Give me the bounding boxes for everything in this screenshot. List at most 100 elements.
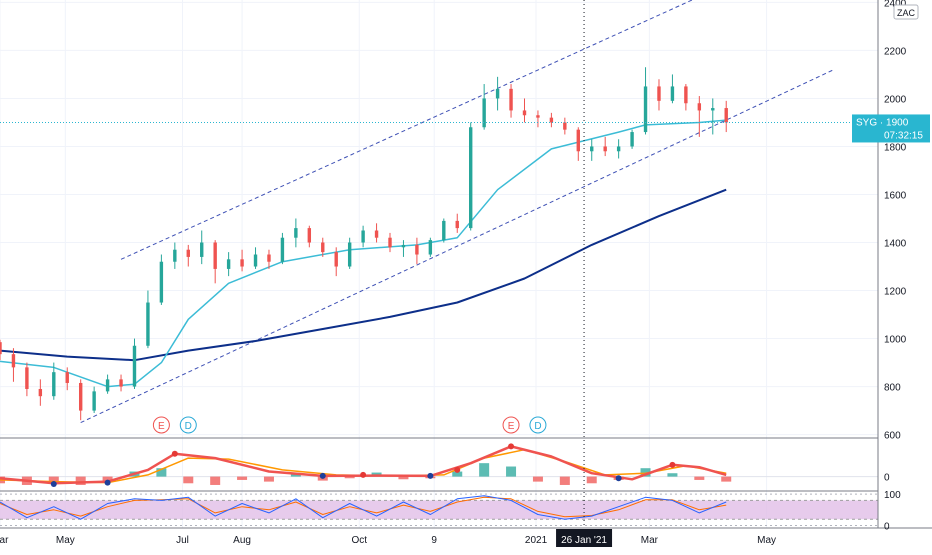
histogram-bar[interactable] [102,476,113,482]
histogram-bar[interactable] [156,468,167,477]
candle[interactable] [146,302,150,346]
candle[interactable] [25,367,29,389]
histogram-bar[interactable] [479,463,490,477]
annotation-marker[interactable]: D [529,416,547,434]
candle[interactable] [38,388,43,397]
candle[interactable] [643,86,648,133]
candle[interactable] [482,98,486,128]
candle[interactable] [374,230,379,238]
candle[interactable] [0,342,2,355]
candle[interactable] [603,146,607,152]
histogram-bar[interactable] [452,471,463,477]
candle[interactable] [65,372,69,383]
histogram-bar[interactable] [210,476,221,485]
oscillator-signal-dot[interactable] [508,443,515,450]
histogram-bar[interactable] [694,476,705,480]
histogram-bar[interactable] [237,476,248,480]
histogram-bar[interactable] [344,476,355,479]
histogram-bar[interactable] [398,476,409,480]
candle[interactable] [213,242,217,269]
candle[interactable] [697,103,702,111]
candle[interactable] [173,249,177,262]
candle[interactable] [361,230,365,243]
oscillator-signal-dot[interactable] [669,461,676,468]
oscillator-signal-dot[interactable] [360,471,367,478]
ma-slow-line[interactable] [0,188,727,362]
candle[interactable] [78,382,83,411]
candle[interactable] [536,115,540,118]
candle[interactable] [684,86,688,104]
oscillator-main-line[interactable] [0,445,727,485]
annotation-marker[interactable]: E [152,416,170,434]
candle[interactable] [280,237,285,262]
candle[interactable] [226,259,231,269]
ma-fast-line[interactable] [0,119,727,388]
candle[interactable] [495,88,500,99]
oscillator-signal-dot[interactable] [50,480,57,487]
channel-line-upper[interactable] [120,0,740,260]
candle[interactable] [294,228,298,238]
oscillator-signal-dot[interactable] [171,450,178,457]
candle[interactable] [509,88,513,111]
candle[interactable] [442,220,446,241]
annotation-marker[interactable]: E [502,416,520,434]
stochastic-k-line[interactable] [0,495,727,520]
candle[interactable] [132,345,137,387]
candle[interactable] [105,379,110,392]
annotation-marker[interactable]: D [179,416,197,434]
oscillator-signal-dot[interactable] [319,472,326,479]
oscillator-signal-dot[interactable] [104,479,111,486]
candle[interactable] [159,261,164,303]
candle[interactable] [119,379,123,387]
oscillator-pane[interactable] [0,443,878,487]
channel-line-lower[interactable] [80,69,835,424]
candle[interactable] [724,108,728,123]
candle[interactable] [347,242,352,267]
candle[interactable] [469,127,473,229]
candle[interactable] [186,249,190,257]
histogram-bar[interactable] [183,476,194,484]
histogram-bar[interactable] [532,476,543,482]
candle[interactable] [253,254,258,267]
candle[interactable] [428,240,433,255]
candle[interactable] [240,259,244,267]
last-price-badge[interactable] [852,114,930,143]
histogram-bar[interactable] [586,476,597,484]
candle[interactable] [401,244,406,248]
candle[interactable] [576,129,580,152]
candle[interactable] [415,244,419,255]
candle[interactable] [455,220,459,229]
candle[interactable] [321,242,325,253]
candle[interactable] [267,254,271,262]
histogram-bar[interactable] [48,476,59,482]
candle[interactable] [334,252,338,267]
oscillator-signal-dot[interactable] [427,472,434,479]
oscillator-signal-dot[interactable] [615,475,622,482]
candle[interactable] [630,132,634,147]
candle[interactable] [563,122,567,130]
histogram-bar[interactable] [506,466,517,477]
candle[interactable] [52,372,56,397]
histogram-bar[interactable] [640,468,651,477]
candle[interactable] [307,228,312,243]
candle[interactable] [388,237,392,248]
histogram-bar[interactable] [263,476,274,482]
candle[interactable] [522,110,527,116]
candle[interactable] [200,242,204,257]
histogram-bar[interactable] [75,476,86,485]
histogram-bar[interactable] [559,476,570,485]
currency-badge[interactable] [893,4,919,20]
candle[interactable] [616,146,621,152]
candle[interactable] [11,354,16,368]
candle[interactable] [549,117,554,123]
candle[interactable] [657,86,661,101]
histogram-bar[interactable] [667,473,678,477]
oscillator-signal-dot[interactable] [454,466,461,473]
histogram-bar[interactable] [721,476,732,482]
candle[interactable] [670,86,675,101]
candle[interactable] [711,108,715,111]
candle[interactable] [590,146,594,152]
stochastic-pane[interactable] [0,493,878,526]
candle[interactable] [92,391,96,411]
